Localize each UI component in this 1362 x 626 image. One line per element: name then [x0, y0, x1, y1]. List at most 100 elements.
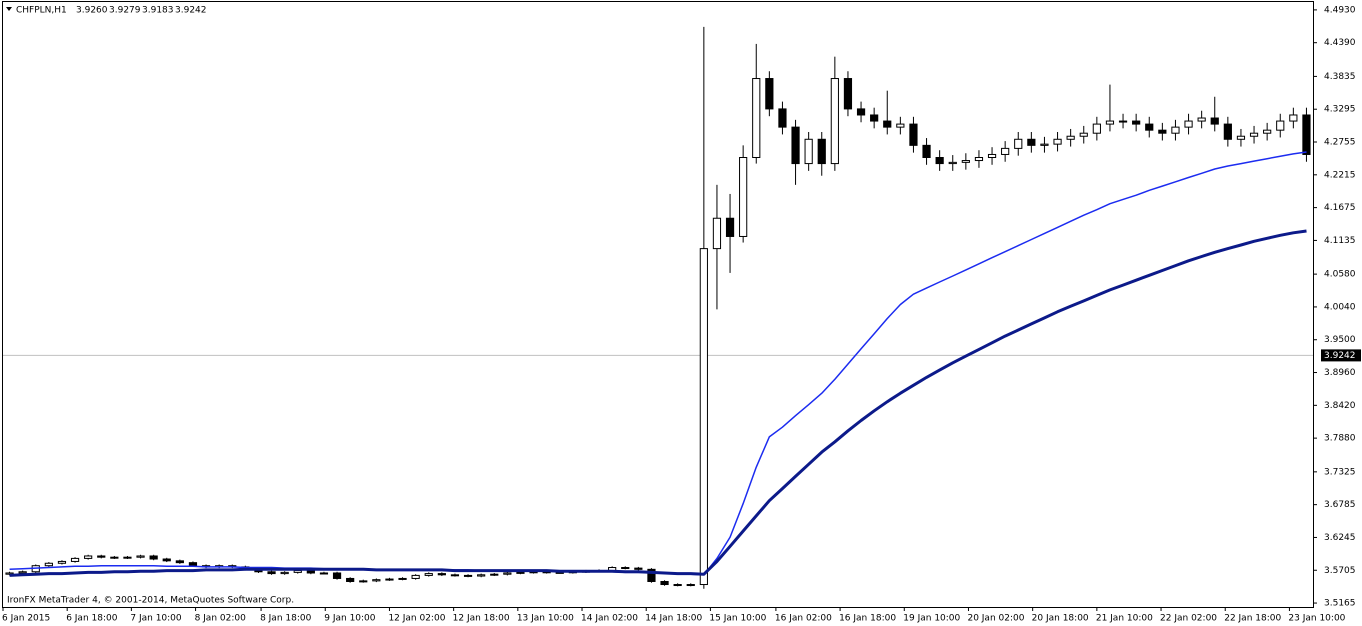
candle-body — [856, 108, 866, 116]
candle-body — [660, 580, 669, 586]
candle-body — [883, 120, 892, 128]
x-tick-label: 19 Jan 10:00 — [903, 614, 960, 624]
y-tick-label: 3.7880 — [1324, 434, 1356, 444]
candle-body — [1289, 114, 1298, 122]
candle-body — [1053, 138, 1062, 145]
x-tick-label: 15 Jan 10:00 — [709, 614, 766, 624]
x-tick-label: 14 Jan 02:00 — [581, 614, 638, 624]
y-tick-label: 4.3295 — [1324, 105, 1356, 115]
candle-body — [267, 571, 276, 575]
candle-body — [110, 556, 119, 559]
candle-body — [621, 567, 630, 570]
candle-body — [699, 248, 708, 586]
candle-body — [306, 570, 315, 574]
x-tick-label: 7 Jan 10:00 — [130, 614, 182, 624]
candle-body — [961, 160, 970, 163]
header-value: 3.9242 — [175, 6, 207, 16]
candle-body — [293, 570, 302, 573]
header-value: 3.9279 — [109, 6, 141, 16]
candle-body — [817, 138, 826, 165]
candle-body — [372, 579, 381, 582]
candle-body — [1118, 120, 1128, 123]
x-tick-label: 20 Jan 18:00 — [1032, 614, 1089, 624]
candle-body — [896, 123, 905, 128]
x-tick-label: 16 Jan 18:00 — [839, 614, 896, 624]
candle-body — [463, 574, 473, 577]
candle-body — [70, 557, 80, 562]
candle-body — [516, 571, 525, 574]
x-tick-label: 16 Jan 02:00 — [775, 614, 832, 624]
candle-body — [935, 157, 944, 165]
y-tick-label: 3.5165 — [1324, 599, 1356, 609]
candle-body — [1001, 147, 1010, 155]
price-label-box — [1321, 349, 1361, 362]
candle-body — [948, 161, 957, 165]
x-tick-label: 13 Jan 10:00 — [517, 614, 574, 624]
candle-body — [1210, 117, 1219, 125]
moving-average — [9, 229, 1307, 577]
collapse-arrow[interactable] — [6, 7, 12, 11]
candle-body — [1197, 117, 1206, 122]
candle-body — [398, 577, 407, 580]
candle-body — [424, 573, 433, 576]
candle-body — [57, 560, 67, 564]
candle-body — [791, 126, 800, 165]
candle-body — [922, 144, 931, 159]
candle-body — [123, 556, 132, 559]
candle-body — [1066, 135, 1075, 140]
candle-body — [44, 562, 53, 567]
candle-body — [1158, 129, 1167, 134]
candle-body — [1184, 120, 1193, 128]
header-value: 3.9183 — [142, 6, 174, 16]
plot-frame — [2, 1, 1314, 608]
candle-body — [1079, 132, 1088, 137]
candle-body — [437, 573, 446, 576]
y-tick-label: 3.5705 — [1324, 566, 1356, 576]
x-tick-label: 22 Jan 18:00 — [1224, 614, 1281, 624]
candle-body — [778, 108, 787, 128]
candle-body — [503, 572, 512, 575]
x-tick-label: 6 Jan 2015 — [2, 614, 50, 624]
candle-body — [346, 577, 355, 582]
candle-body — [725, 217, 735, 237]
candle-body — [1263, 129, 1272, 134]
x-tick-label: 23 Jan 10:00 — [1288, 614, 1345, 624]
candle-body — [1092, 123, 1101, 134]
x-tick-label: 22 Jan 02:00 — [1160, 614, 1217, 624]
candle-body — [804, 138, 813, 165]
candle-body — [280, 571, 289, 575]
candle-body — [765, 78, 774, 110]
price-label: 3.9242 — [1324, 351, 1356, 361]
candle-body — [870, 114, 879, 122]
symbol-label: CHFPLN,H1 — [16, 6, 67, 16]
candle-body — [188, 562, 198, 567]
candle-body — [830, 78, 839, 165]
candle-body — [686, 584, 695, 587]
candle-body — [18, 571, 27, 574]
x-tick-label: 8 Jan 18:00 — [260, 614, 312, 624]
candle-body — [175, 560, 184, 564]
candle-body — [752, 78, 761, 159]
x-tick-label: 20 Jan 02:00 — [967, 614, 1024, 624]
x-tick-label: 9 Jan 10:00 — [324, 614, 376, 624]
y-tick-label: 4.4930 — [1324, 5, 1356, 15]
y-tick-label: 4.4390 — [1324, 38, 1356, 48]
candle-body — [712, 217, 722, 250]
candle-body — [1171, 126, 1180, 134]
x-tick-label: 8 Jan 02:00 — [195, 614, 247, 624]
candle-body — [1145, 123, 1154, 131]
candle-body — [359, 580, 368, 583]
candle-body — [673, 584, 682, 587]
x-tick-label: 6 Jan 18:00 — [66, 614, 118, 624]
candle-body — [136, 555, 145, 558]
candle-body — [162, 558, 171, 562]
y-tick-label: 4.1675 — [1324, 203, 1356, 213]
header-ohlc: 3.9260 3.9279 3.9183 3.9242 — [76, 6, 207, 16]
candle-body — [987, 153, 997, 159]
candle-body — [1249, 132, 1259, 137]
candle-body — [1236, 135, 1246, 140]
y-tick-label: 4.3835 — [1324, 72, 1356, 82]
x-tick-label: 21 Jan 10:00 — [1096, 614, 1153, 624]
